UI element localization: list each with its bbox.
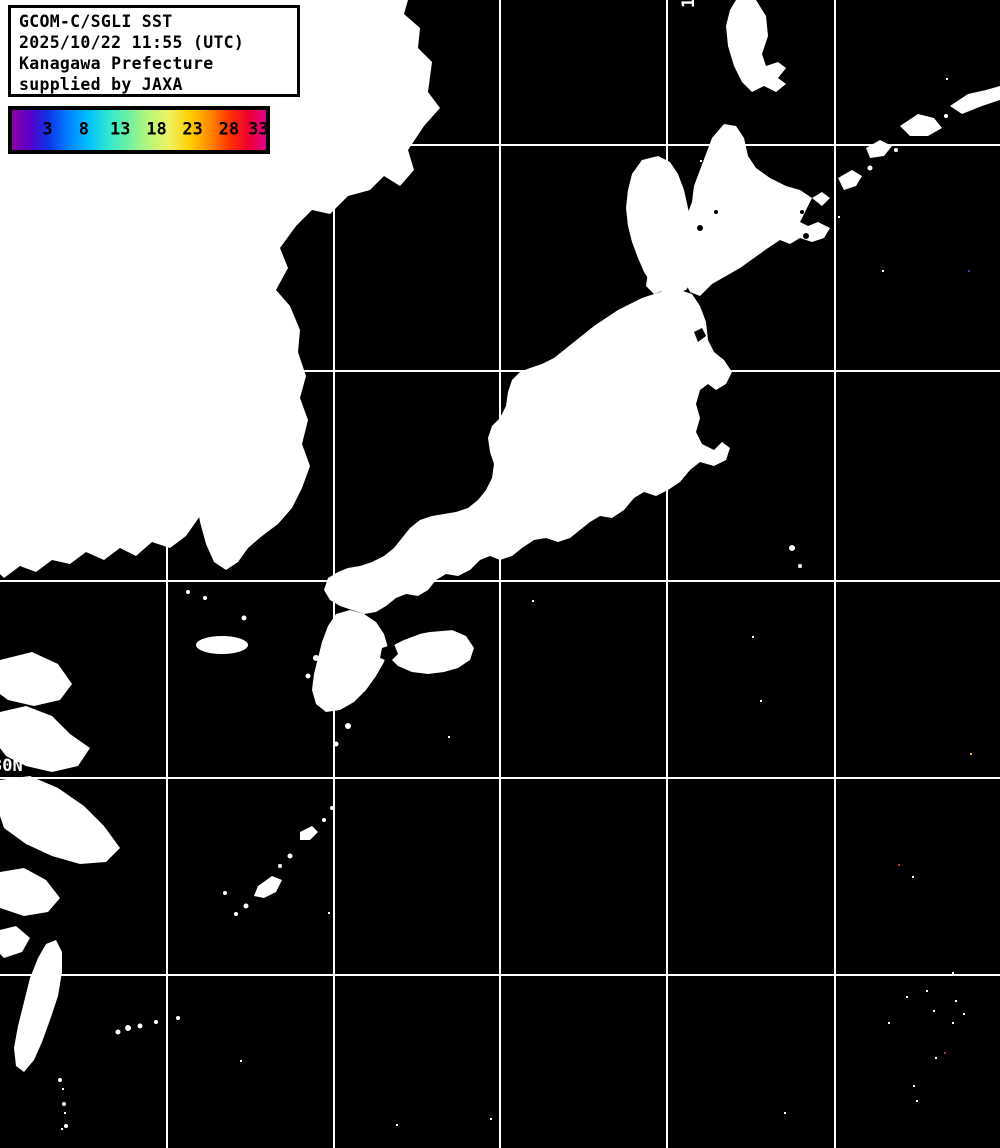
land-islet-k2 <box>203 596 207 600</box>
land-kuril-5 <box>812 192 830 206</box>
water-lake-hk-d <box>814 210 818 214</box>
land-miyako <box>125 1025 131 1031</box>
land-islet-sw-c <box>176 1016 180 1020</box>
title-line-product: GCOM-C/SGLI SST <box>19 12 173 31</box>
land-islet-n2 <box>229 203 235 209</box>
colorbar-tick-8: 8 <box>78 119 89 140</box>
graticule-label-30n: 30N <box>0 756 23 776</box>
land-islet-n4 <box>173 187 179 193</box>
land-kuril-islet-d <box>926 130 930 134</box>
title-line-datetime: 2025/10/22 11:55 (UTC) <box>19 33 245 52</box>
water-bungo-channel <box>380 644 398 662</box>
land-coast-lobe-d <box>0 868 60 916</box>
land-ryukyu-islet-c <box>243 903 249 909</box>
water-bay-sendai <box>694 328 706 342</box>
water-ise-bay <box>688 534 706 552</box>
land-izu-oshima <box>789 545 795 551</box>
land-islet-sw-d <box>62 1102 66 1106</box>
colorbar-tick-18: 18 <box>146 119 167 140</box>
land-kuril-islet-b <box>894 148 898 152</box>
land-islet-sw-e <box>64 1124 68 1128</box>
inland-water-cutouts <box>380 210 818 662</box>
land-islet-n3 <box>17 237 23 243</box>
land-ryukyu-islet-b <box>278 864 282 868</box>
land-ryukyu-islet-d <box>234 912 238 916</box>
title-info-box: GCOM-C/SGLI SST 2025/10/22 11:55 (UTC) K… <box>8 5 300 97</box>
land-okinawa-main <box>254 876 282 898</box>
land-tanegashima <box>345 723 351 729</box>
water-lake-honshu-a <box>599 535 603 539</box>
land-kyushu-islet-b <box>305 673 311 679</box>
title-line-supplier: supplied by JAXA <box>19 75 183 94</box>
land-kyushu <box>312 610 388 712</box>
colorbar-tick-23: 23 <box>182 119 203 140</box>
land-islet-sw-a <box>137 1023 143 1029</box>
land-sakhalin <box>726 0 786 92</box>
land-ryukyu-islet-e <box>322 818 326 822</box>
land-islet-sw-f <box>58 1078 62 1082</box>
colorbar-tick-28: 28 <box>218 119 240 140</box>
land-ryukyu-chain <box>300 826 318 840</box>
land-shikoku <box>388 630 474 674</box>
land-china-se-coast <box>0 926 30 958</box>
land-islet-n1 <box>286 186 294 194</box>
water-lake-akan <box>803 233 809 239</box>
sst-colorbar: 3 8 13 18 23 28 33 <box>8 106 270 154</box>
land-korean-peninsula <box>192 290 310 570</box>
land-kuril-islet-a <box>867 165 873 171</box>
water-lake-honshu-b <box>647 507 651 511</box>
colorbar-tick-3: 3 <box>42 119 53 140</box>
land-islet-sw-b <box>154 1020 158 1024</box>
land-kuril-4 <box>950 86 1000 114</box>
land-ryukyu-islet-a <box>287 853 293 859</box>
land-coast-lobe-c <box>0 776 120 864</box>
land-coast-lobe-a <box>0 652 72 706</box>
land-tohoku <box>626 156 698 294</box>
land-kyushu-islet-a <box>313 655 319 661</box>
land-coast-lobe-b <box>0 706 90 772</box>
noise-speckles <box>61 78 972 1130</box>
land-noto-peninsula <box>518 470 544 496</box>
land-sado-island <box>610 438 628 456</box>
colorbar-gradient <box>12 110 266 150</box>
colorbar-tick-33: 33 <box>248 119 269 140</box>
water-seto-inland-sea <box>390 616 462 638</box>
water-tokyo-bay <box>760 502 776 520</box>
title-line-region: Kanagawa Prefecture <box>19 54 214 73</box>
graticule-label-40n: 40N <box>0 351 23 371</box>
land-taiwan <box>14 940 62 1072</box>
land-bohai-lobe <box>0 440 120 514</box>
land-izu-islet <box>798 564 802 568</box>
land-islet-k3 <box>186 590 190 594</box>
land-kuril-3 <box>900 114 942 136</box>
land-kuril-islet-c <box>944 114 948 118</box>
land-islet-k1 <box>241 615 247 621</box>
land-ishigaki <box>115 1029 121 1035</box>
land-kuril-chain <box>838 170 862 190</box>
land-ryukyu-islet-g <box>223 891 227 895</box>
water-lake-hk-c <box>800 210 804 214</box>
colorbar-tick-13: 13 <box>109 119 131 140</box>
land-jeju-island <box>196 636 248 654</box>
water-lake-hk-a <box>697 225 703 231</box>
water-lake-hk-b <box>714 210 718 214</box>
colorbar-tick-labels: 3 8 13 18 23 28 33 <box>12 110 269 150</box>
graticule-label-140e: 140E <box>679 0 699 8</box>
